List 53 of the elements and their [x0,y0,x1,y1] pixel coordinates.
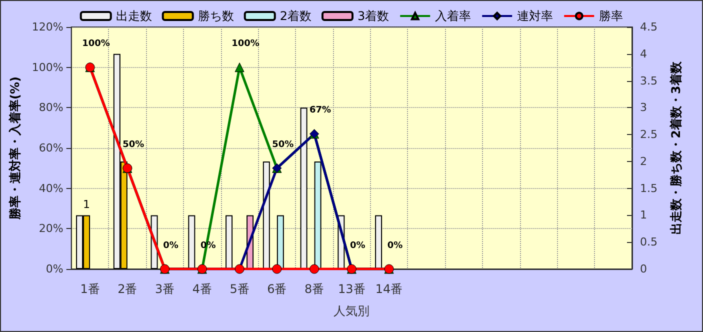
data-label: 0% [350,240,366,251]
data-label: 1 [83,198,90,212]
y2-tick-label: 2 [640,154,647,168]
y-tick-label: 40% [38,182,64,195]
bar [262,161,270,269]
x-tick-label: 6番 [267,282,287,296]
x-tick-label: 5番 [230,282,250,296]
y-tick-label: 120% [32,20,64,34]
y-axis-title: 勝率・連対率・入着率(%) [8,76,22,220]
x-tick-label: 4番 [192,282,212,296]
x-tick-label: 2番 [118,282,138,296]
legend-label: 勝率 [599,9,624,23]
y2-tick-label: 3 [640,101,647,114]
point [234,62,244,72]
legend-label: 勝ち数 [198,9,234,23]
bar [188,215,196,269]
x-tick-label: 8番 [304,282,324,296]
data-label: 50% [122,140,144,150]
y2-tick-label: 2.5 [640,128,658,142]
x-axis-title: 人気別 [334,304,370,318]
bar [300,108,308,269]
y2-tick-label: 1.5 [640,182,658,195]
y2-tick-label: 4.5 [640,20,658,34]
point [310,264,320,274]
data-label: 0% [387,240,403,251]
y2-tick-label: 4 [640,47,647,60]
y-tick-label: 60% [38,142,64,154]
y2-tick-label: 0.5 [640,236,658,249]
y-tick-label: 0% [46,262,64,276]
y-tick-label: 100% [32,60,64,74]
legend-label: 連対率 [517,9,554,23]
y2-axis-title: 出走数・勝ち数・2着数・3着数 [669,60,683,234]
y2-tick-label: 0 [640,262,647,276]
legend-label: 入着率 [435,9,472,23]
x-tick-label: 14番 [375,282,403,296]
point [272,264,282,274]
legend-label: 2着数 [280,9,312,23]
data-label: 100% [82,39,110,50]
legend-label: 3着数 [358,9,390,23]
x-tick-label: 1番 [80,282,100,296]
data-label: 50% [272,140,294,150]
bar [375,215,382,269]
data-label: 100% [232,39,260,50]
y-tick-label: 80% [38,101,64,114]
legend-label: 出走数 [116,9,152,23]
data-label: 0% [163,240,178,251]
x-tick-label: 3番 [154,282,175,296]
data-label: 67% [310,106,332,116]
y2-tick-label: 1 [640,208,647,222]
y-tick-label: 20% [38,222,64,236]
bar [226,215,233,269]
y2-tick-label: 3.5 [640,74,658,88]
x-tick-label: 13番 [338,282,366,296]
